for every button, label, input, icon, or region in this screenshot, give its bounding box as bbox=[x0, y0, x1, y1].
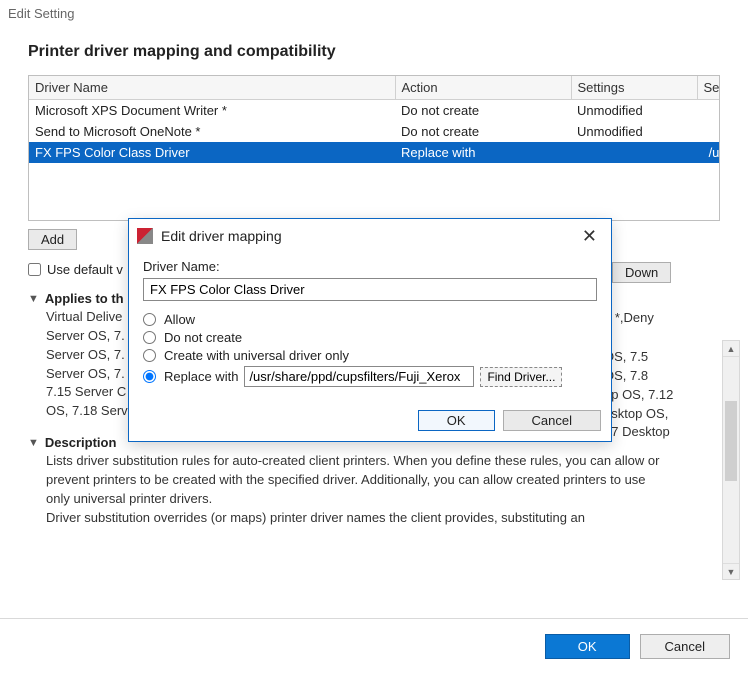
window-title: Edit Setting bbox=[0, 0, 748, 25]
scroll-up-icon[interactable]: ▲ bbox=[723, 341, 739, 357]
radio-create-universal-row[interactable]: Create with universal driver only bbox=[143, 348, 597, 363]
cell-settings bbox=[571, 142, 697, 163]
vertical-scrollbar[interactable]: ▲ ▼ bbox=[722, 340, 740, 580]
replace-path-input[interactable] bbox=[244, 366, 474, 387]
radio-do-not-create-row[interactable]: Do not create bbox=[143, 330, 597, 345]
modal-body: Driver Name: Allow Do not create Create … bbox=[129, 253, 611, 402]
dialog-button-row: OK Cancel bbox=[545, 634, 730, 659]
cell-settings: Unmodified bbox=[571, 100, 697, 122]
cell-action: Do not create bbox=[395, 121, 571, 142]
modal-titlebar: Edit driver mapping ✕ bbox=[129, 219, 611, 253]
radio-do-not-create-label: Do not create bbox=[164, 330, 242, 345]
driver-table: Driver Name Action Settings Se Microsoft… bbox=[28, 75, 720, 221]
driver-name-label: Driver Name: bbox=[143, 259, 597, 274]
use-default-checkbox[interactable] bbox=[28, 263, 41, 276]
cell-action: Replace with bbox=[395, 142, 571, 163]
cell-driver: FX FPS Color Class Driver bbox=[29, 142, 395, 163]
col-se[interactable]: Se bbox=[697, 76, 720, 100]
radio-create-universal[interactable] bbox=[143, 349, 156, 362]
use-default-label: Use default v bbox=[47, 262, 123, 277]
edit-driver-mapping-dialog: Edit driver mapping ✕ Driver Name: Allow… bbox=[128, 218, 612, 442]
description-body: Lists driver substitution rules for auto… bbox=[28, 452, 668, 527]
modal-button-row: OK Cancel bbox=[129, 402, 611, 441]
driver-name-input[interactable] bbox=[143, 278, 597, 301]
page-heading: Printer driver mapping and compatibility bbox=[28, 43, 720, 61]
ok-button[interactable]: OK bbox=[545, 634, 630, 659]
radio-do-not-create[interactable] bbox=[143, 331, 156, 344]
col-settings[interactable]: Settings bbox=[571, 76, 697, 100]
chevron-down-icon: ▼ bbox=[28, 437, 39, 449]
find-driver-button[interactable]: Find Driver... bbox=[480, 367, 562, 387]
radio-replace-with[interactable] bbox=[143, 370, 156, 383]
cell-se: /u bbox=[697, 142, 720, 163]
description-label: Description bbox=[45, 435, 117, 450]
col-driver-name[interactable]: Driver Name bbox=[29, 76, 395, 100]
applies-to-right-fragment: OS, 7.5 OS, 7.8 pp OS, 7.12 esktop OS, 1… bbox=[604, 348, 673, 442]
radio-allow-row[interactable]: Allow bbox=[143, 312, 597, 327]
down-button[interactable]: Down bbox=[612, 262, 671, 283]
printer-icon bbox=[137, 228, 153, 244]
edit-setting-window: Edit Setting Printer driver mapping and … bbox=[0, 0, 748, 673]
chevron-down-icon: ▼ bbox=[28, 293, 39, 305]
radio-create-universal-label: Create with universal driver only bbox=[164, 348, 349, 363]
applies-to-label: Applies to th bbox=[45, 291, 124, 306]
modal-title-text: Edit driver mapping bbox=[161, 228, 282, 244]
close-icon[interactable]: ✕ bbox=[578, 227, 601, 245]
radio-replace-with-label: Replace with bbox=[164, 369, 238, 384]
modal-ok-button[interactable]: OK bbox=[418, 410, 495, 431]
modal-cancel-button[interactable]: Cancel bbox=[503, 410, 601, 431]
cell-driver: Send to Microsoft OneNote * bbox=[29, 121, 395, 142]
table-row[interactable]: Microsoft XPS Document Writer * Do not c… bbox=[29, 100, 720, 122]
scroll-down-icon[interactable]: ▼ bbox=[723, 563, 739, 579]
cell-action: Do not create bbox=[395, 100, 571, 122]
radio-replace-with-row[interactable]: Replace with Find Driver... bbox=[143, 366, 597, 387]
scroll-thumb[interactable] bbox=[725, 401, 737, 481]
cell-settings: Unmodified bbox=[571, 121, 697, 142]
table-header-row: Driver Name Action Settings Se bbox=[29, 76, 720, 100]
cell-se bbox=[697, 100, 720, 122]
radio-allow-label: Allow bbox=[164, 312, 195, 327]
table-row[interactable]: FX FPS Color Class Driver Replace with /… bbox=[29, 142, 720, 163]
footer-divider bbox=[0, 618, 748, 619]
col-action[interactable]: Action bbox=[395, 76, 571, 100]
radio-allow[interactable] bbox=[143, 313, 156, 326]
cancel-button[interactable]: Cancel bbox=[640, 634, 730, 659]
add-button[interactable]: Add bbox=[28, 229, 77, 250]
cell-se bbox=[697, 121, 720, 142]
table-row[interactable]: Send to Microsoft OneNote * Do not creat… bbox=[29, 121, 720, 142]
cell-driver: Microsoft XPS Document Writer * bbox=[29, 100, 395, 122]
